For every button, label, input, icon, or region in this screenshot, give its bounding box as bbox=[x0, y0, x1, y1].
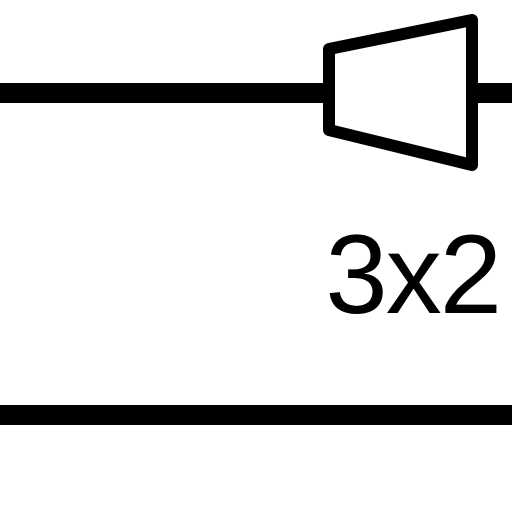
cone-shape bbox=[323, 14, 478, 171]
label-3x2: 3x2 bbox=[325, 212, 500, 337]
